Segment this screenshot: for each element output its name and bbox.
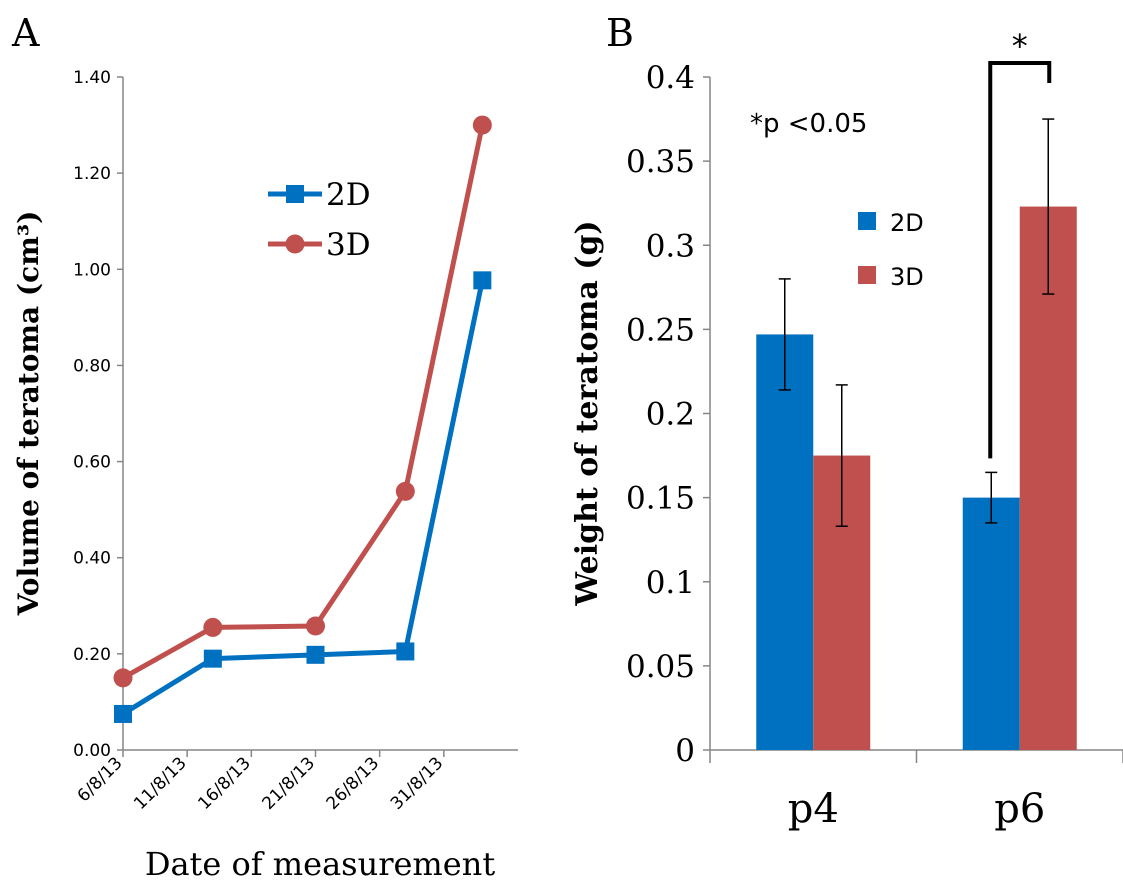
y-tick-label: 0.2 [646, 397, 695, 433]
y-tick-label: 0.00 [73, 741, 111, 761]
x-tick-label: 21/8/13 [259, 753, 319, 813]
p-value-annotation: *p <0.05 [750, 109, 867, 139]
panel-label-a: A [11, 11, 40, 55]
legend-swatch [858, 266, 876, 284]
legend-marker [286, 185, 304, 203]
data-point [306, 645, 325, 664]
y-tick-label: 1.20 [73, 164, 111, 184]
y-tick-label: 0.40 [73, 549, 111, 569]
x-tick-label: 31/8/13 [387, 753, 447, 813]
bar-2D-p6 [962, 497, 1020, 750]
y-tick-label: 0.05 [626, 649, 695, 685]
line-chart: 0.000.200.400.600.801.001.201.40 6/8/13 1… [12, 68, 518, 883]
data-point [203, 649, 222, 668]
bar-chart: 0 0.05 0.1 0.15 0.2 0.25 0.3 0.35 0.4 p4 p6 * 2D 3… [570, 27, 1123, 832]
y-tick-label: 0.60 [73, 453, 111, 473]
x-axis-title: Date of measurement [145, 845, 496, 883]
data-point [306, 616, 325, 636]
y-tick-label: 0.3 [646, 228, 695, 264]
significance-bracket [988, 61, 1052, 459]
x-tick-label: 26/8/13 [323, 753, 383, 813]
y-tick-label: 1.40 [73, 68, 111, 88]
y-tick-label: 0.25 [626, 312, 695, 348]
category-label: p6 [994, 786, 1045, 832]
bar-3D-p6 [1019, 206, 1077, 751]
y-tick-label: 0.35 [626, 144, 695, 180]
y-tick-label: 0.1 [646, 565, 695, 601]
y-tick-label: 0.4 [646, 60, 695, 96]
legend-swatch [858, 212, 876, 230]
data-point [396, 642, 415, 661]
series-line-3D [121, 124, 485, 681]
x-tick-label: 6/8/13 [74, 753, 127, 806]
data-point [203, 617, 223, 637]
y-tick-label: 0.80 [73, 356, 111, 376]
y-axis-title: Weight of teratoma (g) [570, 220, 605, 606]
x-tick-label: 16/8/13 [194, 753, 254, 813]
y-tick-label: 1.00 [73, 260, 111, 280]
legend-label: 2D [890, 209, 924, 237]
legend-label: 3D [890, 263, 924, 291]
y-axis-title: Volume of teratoma (cm³) [12, 211, 45, 617]
data-point [473, 271, 492, 290]
data-point [113, 668, 133, 688]
y-tick-label: 0 [675, 733, 695, 769]
panel-label-b: B [606, 11, 634, 55]
x-tick-label: 11/8/13 [130, 753, 190, 813]
significance-marker: * [1012, 27, 1028, 65]
data-point [114, 704, 132, 723]
legend-label: 2D [326, 177, 371, 213]
category-label: p4 [788, 786, 839, 832]
y-tick-label: 0.15 [626, 481, 695, 517]
data-point [395, 481, 415, 501]
y-tick-label: 0.20 [73, 645, 111, 665]
legend-label: 3D [326, 227, 371, 263]
legend-marker [285, 234, 305, 254]
data-point [472, 115, 492, 135]
bar-2D-p4 [756, 334, 814, 750]
